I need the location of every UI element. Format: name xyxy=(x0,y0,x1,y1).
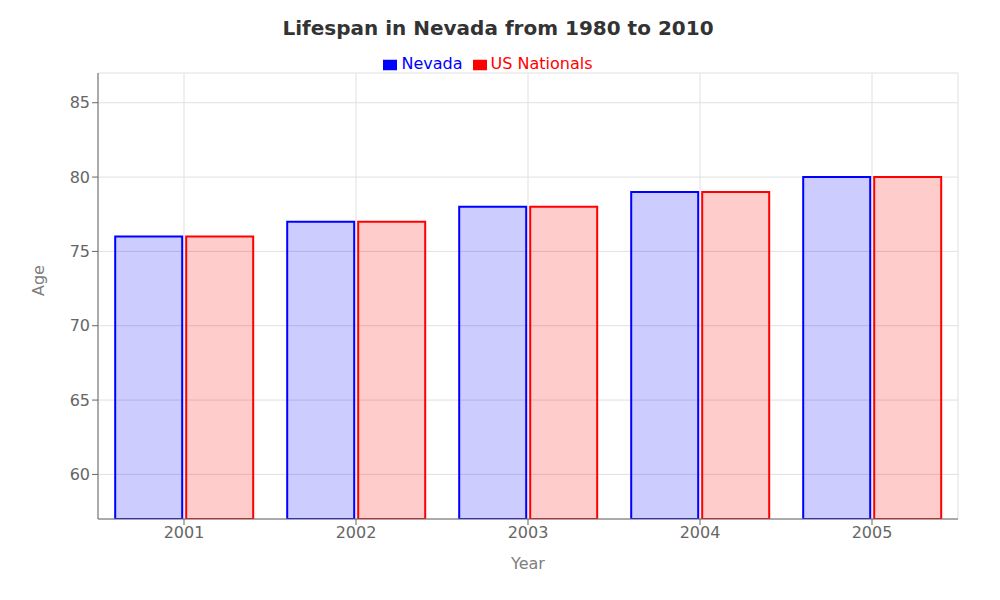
svg-text:60: 60 xyxy=(70,465,90,484)
html-text:Nevada: Nevada xyxy=(401,54,463,73)
svg-text:2004: 2004 xyxy=(680,523,721,542)
html-text:Lifespan in Nevada from 1980 t: Lifespan in Nevada from 1980 to 2010 xyxy=(282,16,714,40)
svg-text:65: 65 xyxy=(70,391,90,410)
svg-text:70: 70 xyxy=(70,316,90,335)
svg-text:75: 75 xyxy=(70,242,90,261)
svg-text:Age: Age xyxy=(29,265,48,296)
svg-text:2005: 2005 xyxy=(852,523,893,542)
svg-text:2002: 2002 xyxy=(336,523,377,542)
svg-text:2001: 2001 xyxy=(164,523,205,542)
svg-text:80: 80 xyxy=(70,168,90,187)
svg-text:85: 85 xyxy=(70,93,90,112)
svg-text:2003: 2003 xyxy=(508,523,549,542)
svg-text:Year: Year xyxy=(510,554,545,573)
html-text:US Nationals: US Nationals xyxy=(490,54,593,73)
